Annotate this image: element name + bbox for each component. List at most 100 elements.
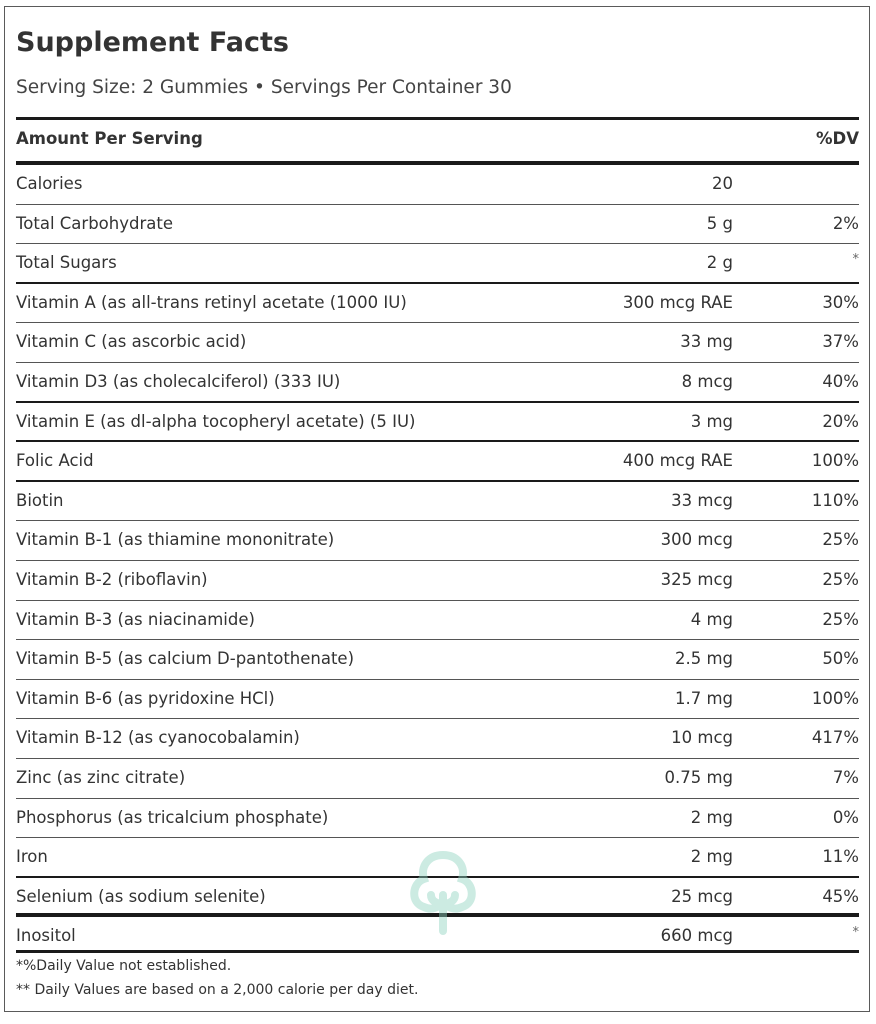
nutrient-amount: 8 mcg [681, 372, 733, 391]
nutrient-amount: 1.7 mg [674, 688, 733, 708]
nutrient-amount: 20 [712, 174, 733, 193]
nutrient-name: Vitamin B-6 (as pyridoxine HCl) [16, 688, 275, 708]
nutrient-name: Inositol [16, 926, 76, 946]
amount-per-serving-heading: Amount Per Serving [16, 129, 203, 148]
nutrient-amount: 10 mcg [671, 728, 733, 748]
nutrient-name: Vitamin D3 (as cholecalciferol) (333 IU) [16, 372, 341, 391]
nutrient-dv: 100% [811, 451, 859, 471]
nutrient-dv: 37% [822, 332, 859, 352]
table-row: Vitamin C (as ascorbic acid) 33 mg 37% [16, 323, 859, 363]
row-divider [16, 559, 859, 561]
nutrient-dv: 110% [811, 490, 859, 510]
table-row: Iron 2 mg 11% [16, 838, 859, 878]
column-header-row: Amount Per Serving %DV [16, 118, 859, 160]
nutrient-amount: 33 mcg [671, 490, 733, 510]
row-divider [16, 875, 859, 878]
nutrient-amount: 300 mcg RAE [622, 292, 733, 312]
row-divider [16, 243, 859, 245]
row-divider [16, 797, 859, 799]
table-row: Vitamin B-3 (as niacinamide) 4 mg 25% [16, 601, 859, 641]
nutrient-dv: 25% [822, 530, 859, 550]
table-row: Biotin 33 mcg 110% [16, 482, 859, 522]
row-divider [16, 718, 859, 720]
table-row: Total Carbohydrate 5 g 2% [16, 205, 859, 245]
nutrient-amount: 2 mg [690, 847, 733, 867]
row-divider [16, 599, 859, 601]
row-divider [16, 322, 859, 324]
nutrient-amount: 2.5 mg [674, 649, 733, 669]
row-divider [16, 440, 859, 443]
nutrient-dv: 30% [822, 292, 859, 312]
row-divider [16, 281, 859, 284]
row-divider-thick [16, 913, 859, 918]
row-divider [16, 400, 859, 403]
nutrient-amount: 0.75 mg [664, 768, 733, 787]
nutrient-name: Vitamin B-3 (as niacinamide) [16, 609, 255, 629]
nutrient-dv: 11% [822, 847, 859, 867]
table-row: Selenium (as sodium selenite) 25 mcg 45% [16, 878, 859, 918]
nutrient-amount: 4 mg [690, 609, 733, 629]
nutrient-name: Vitamin B-12 (as cyanocobalamin) [16, 728, 300, 748]
nutrient-name: Vitamin B-1 (as thiamine mononitrate) [16, 530, 335, 550]
nutrient-dv: 0% [832, 807, 859, 827]
nutrient-name: Selenium (as sodium selenite) [16, 886, 266, 906]
row-divider [16, 678, 859, 680]
nutrient-name: Phosphorus (as tricalcium phosphate) [16, 807, 329, 827]
nutrient-name: Vitamin B-5 (as calcium D-pantothenate) [16, 649, 355, 669]
nutrient-name: Iron [16, 847, 48, 867]
nutrient-name: Biotin [16, 490, 64, 510]
nutrient-dv: 7% [832, 768, 859, 787]
nutrient-amount: 325 mcg [660, 570, 733, 589]
panel-title: Supplement Facts [16, 27, 289, 58]
table-bottom-rule [16, 950, 859, 954]
nutrient-name: Total Sugars [16, 253, 117, 273]
row-divider [16, 361, 859, 363]
header-rule [16, 117, 859, 120]
row-divider [16, 203, 859, 205]
nutrient-name: Vitamin E (as dl-alpha tocopheryl acetat… [16, 411, 416, 431]
table-row: Phosphorus (as tricalcium phosphate) 2 mg… [16, 799, 859, 839]
row-divider [16, 837, 859, 839]
nutrient-amount: 2 g [706, 253, 733, 273]
nutrient-dv: 25% [822, 609, 859, 629]
table-row: Zinc (as zinc citrate) 0.75 mg 7% [16, 759, 859, 799]
nutrient-name: Zinc (as zinc citrate) [16, 768, 186, 787]
row-divider [16, 479, 859, 482]
table-row: Vitamin B-1 (as thiamine mononitrate) 300… [16, 521, 859, 561]
nutrient-amount: 660 mcg [660, 926, 733, 946]
column-header-rule [16, 161, 859, 165]
nutrient-dv: 20% [822, 411, 859, 431]
nutrient-amount: 2 mg [690, 807, 733, 827]
table-row: Vitamin A (as all-trans retinyl acetate … [16, 284, 859, 324]
nutrient-dv: * [852, 252, 860, 268]
nutrient-dv: * [852, 925, 860, 941]
footnote-calorie: ** Daily Values are based on a 2,000 cal… [16, 982, 419, 998]
nutrient-dv: 45% [822, 886, 859, 906]
supplement-facts-panel: Supplement Facts Serving Size: 2 Gummies… [4, 6, 870, 1012]
nutrient-name: Vitamin A (as all-trans retinyl acetate … [16, 292, 407, 312]
nutrient-name: Vitamin C (as ascorbic acid) [16, 332, 247, 352]
nutrient-amount: 400 mcg RAE [622, 451, 733, 471]
table-row: Folic Acid 400 mcg RAE 100% [16, 442, 859, 482]
table-row: Vitamin B-12 (as cyanocobalamin) 10 mcg 41… [16, 719, 859, 759]
table-row: Total Sugars 2 g * [16, 244, 859, 284]
dv-heading: %DV [816, 129, 859, 148]
table-row: Vitamin D3 (as cholecalciferol) (333 IU)… [16, 363, 859, 403]
nutrient-amount: 5 g [706, 213, 733, 233]
nutrient-dv: 100% [811, 688, 859, 708]
nutrient-dv: 417% [811, 728, 859, 748]
nutrient-dv: 40% [822, 372, 859, 391]
table-row: Calories 20 [16, 165, 859, 205]
serving-info: Serving Size: 2 Gummies • Servings Per C… [16, 77, 512, 98]
nutrient-name: Calories [16, 174, 83, 193]
row-divider [16, 757, 859, 759]
table-row: Vitamin B-5 (as calcium D-pantothenate) 2… [16, 640, 859, 680]
nutrient-name: Vitamin B-2 (riboflavin) [16, 570, 208, 589]
nutrient-amount: 300 mcg [660, 530, 733, 550]
table-row: Vitamin B-2 (riboflavin) 325 mcg 25% [16, 561, 859, 601]
nutrient-amount: 3 mg [690, 411, 733, 431]
nutrient-amount: 25 mcg [671, 886, 733, 906]
nutrient-name: Folic Acid [16, 451, 94, 471]
table-row: Vitamin B-6 (as pyridoxine HCl) 1.7 mg 100… [16, 680, 859, 720]
nutrient-name: Total Carbohydrate [16, 213, 173, 233]
